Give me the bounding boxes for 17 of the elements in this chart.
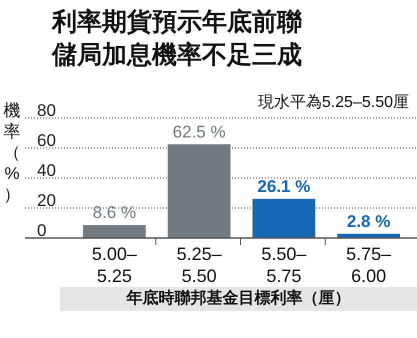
- chart-title: 利率期貨預示年底前聯儲局加息機率不足三成: [52, 7, 303, 71]
- y-tick-label: 0: [37, 221, 46, 240]
- x-tick-label: 5.00–5.25: [90, 243, 138, 287]
- text: 現水平為5.25–5.50厘: [258, 92, 409, 113]
- data-label: 26.1 %: [257, 176, 310, 196]
- y-tick-label: 20: [37, 191, 56, 210]
- y-tick-label: 60: [37, 131, 56, 150]
- x-axis-title: 年底時聯邦基金目標利率（厘）: [60, 287, 417, 311]
- x-tick-label: 5.75–6.00: [345, 243, 392, 287]
- y-tick-label: 80: [37, 101, 56, 120]
- y-axis-title: 機率（%）: [2, 100, 22, 205]
- data-label: 2.8 %: [346, 212, 390, 231]
- data-label: 62.5 %: [172, 122, 226, 142]
- x-tick-label: 5.50–5.75: [260, 243, 308, 287]
- x-tick-label: 5.25–5.50: [176, 243, 223, 287]
- data-label: 8.6 %: [92, 203, 136, 222]
- y-tick-label: 40: [37, 161, 56, 180]
